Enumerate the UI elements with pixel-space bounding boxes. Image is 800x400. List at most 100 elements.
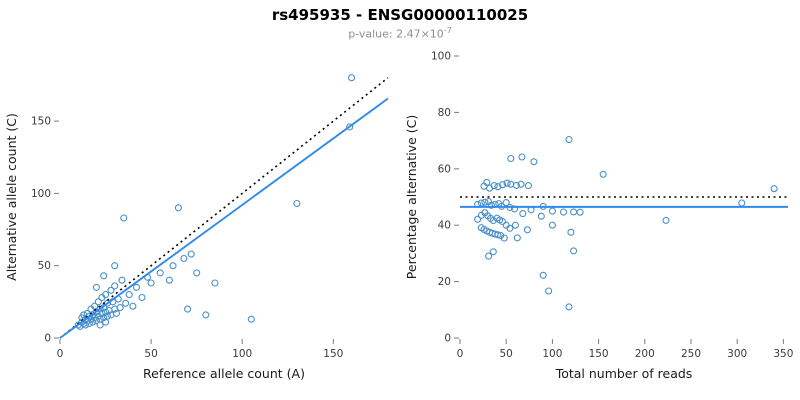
y-tick-label: 150 [31,116,51,128]
data-point [111,282,119,290]
y-tick-label: 100 [31,188,51,200]
data-point [92,317,100,325]
data-point [94,298,102,306]
x-tick-label: 250 [681,348,701,360]
data-point [132,284,141,292]
x-tick-label: 150 [589,348,609,360]
data-point [193,269,201,277]
data-point [559,208,568,216]
chart-panels: 0 50 100 150 0 50 100 150 Reference allele count… [0,42,800,394]
data-point [518,153,526,161]
data-point [506,225,514,233]
data-point [517,180,525,188]
data-point [129,302,137,311]
y-tick-label: 20 [438,276,451,288]
data-point [116,304,124,312]
data-point [576,208,584,216]
data-point [498,218,507,226]
data-point [169,262,177,270]
data-point [107,287,115,295]
allele-count-scatter-panel: 0 50 100 150 0 50 100 150 Reference allele count… [4,74,389,381]
x-tick-label: 50 [144,348,157,360]
data-point [498,181,507,189]
y-tick-label: 0 [44,333,51,345]
x-tick-label: 100 [232,348,252,360]
data-point [494,183,502,191]
y-tick-label: 60 [438,164,451,176]
data-point [122,299,130,308]
x-tick-label: 100 [542,348,562,360]
data-point [102,308,110,316]
data-point [512,182,520,190]
data-point [92,284,100,292]
data-point [118,276,126,284]
data-point [100,272,108,280]
x-tick-label: 350 [773,348,793,360]
x-axis-label: Reference allele count (A) [143,366,305,381]
y-tick-label: 80 [438,107,451,119]
data-point [565,136,573,144]
data-point [485,252,493,260]
data-point [567,229,575,237]
y-tick-label: 0 [444,333,451,345]
data-point [545,287,553,295]
data-point [570,208,578,216]
data-point [211,279,219,287]
data-point [487,202,495,210]
pvalue-exponent: -7 [443,25,452,35]
data-point [565,303,573,311]
data-point [770,185,778,193]
data-point [494,231,502,239]
data-point [490,182,498,190]
data-point [293,200,301,208]
identity-line [59,77,389,339]
data-point [174,204,182,212]
x-tick-label: 300 [727,348,747,360]
pvalue-base: 2.47×10 [396,27,444,41]
figure-header: rs495935 - ENSG00000110025 p-value: 2.47… [0,0,800,40]
data-point [507,155,515,163]
y-tick-label: 40 [438,220,451,232]
data-point [489,248,497,256]
data-point [165,276,173,284]
data-point [111,262,119,270]
data-point [184,305,192,313]
data-point [474,216,482,224]
x-axis-label: Total number of reads [555,366,693,381]
x-tick-label: 0 [457,348,464,360]
data-point [102,291,110,299]
x-tick-label: 50 [500,348,513,360]
data-point [530,158,538,166]
data-point [481,198,489,206]
x-tick-label: 200 [635,348,655,360]
chart-subtitle: p-value: 2.47×10-7 [0,25,800,41]
data-point [138,294,146,302]
data-point [180,255,188,263]
data-point [247,315,255,324]
data-point [510,205,519,213]
y-tick-label: 50 [38,260,51,272]
data-point [539,272,547,280]
data-point [112,310,121,318]
x-tick-label: 0 [57,348,64,360]
data-point [483,179,491,187]
data-point [187,250,195,258]
data-point [147,279,155,287]
data-point [524,182,532,190]
y-axis-label: Percentage alternative (C) [404,115,419,279]
y-axis-label: Alternative allele count (C) [4,113,19,281]
data-point [548,221,556,229]
data-point [537,212,545,220]
pvalue-prefix: p-value: [348,27,397,41]
data-point [85,320,93,328]
data-point [519,210,527,218]
x-tick-label: 150 [323,348,343,360]
data-point [662,217,670,225]
data-point [507,180,515,188]
data-point [503,179,511,187]
data-point [89,318,97,326]
percentage-alternative-scatter-panel: 0 50 100 150 200 250 300 350 0 20 40 60 80 100 Total n… [404,51,793,382]
y-tick-label: 100 [431,51,451,63]
data-point [156,269,164,277]
